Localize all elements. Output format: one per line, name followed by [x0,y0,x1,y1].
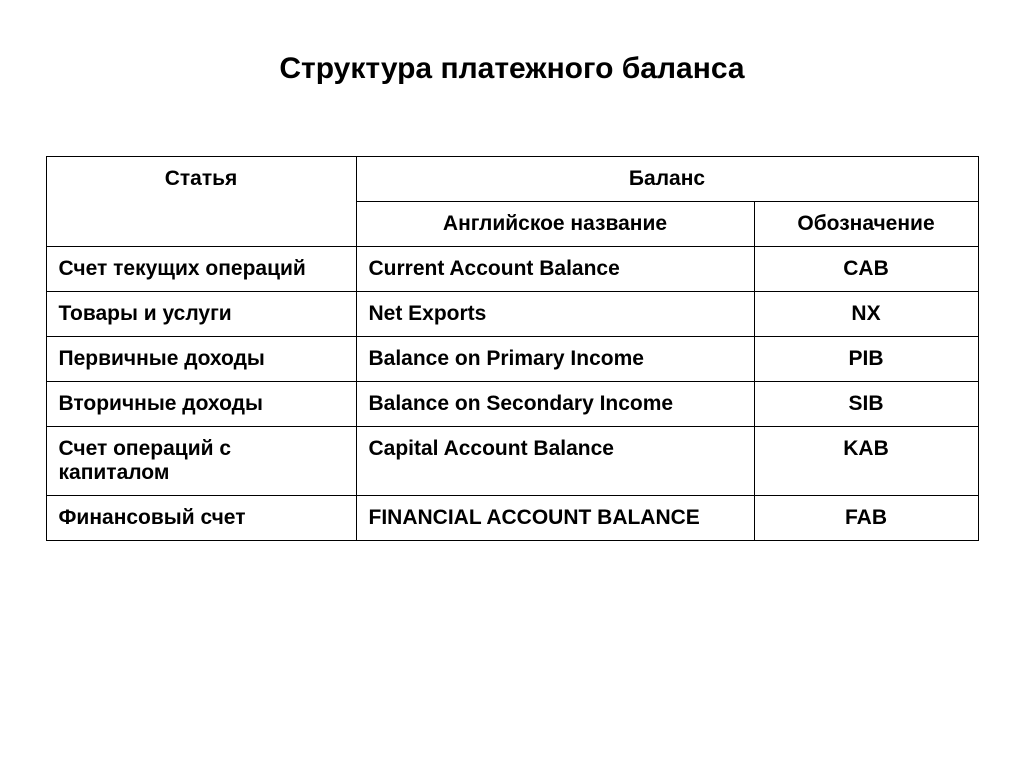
cell-abbr: SIB [754,382,978,427]
cell-article: Первичные доходы [46,337,356,382]
table-row: Первичные доходы Balance on Primary Inco… [46,337,978,382]
cell-article: Счет текущих операций [46,247,356,292]
cell-abbr: NX [754,292,978,337]
table-row: Счет текущих операций Current Account Ba… [46,247,978,292]
cell-english: FINANCIAL ACCOUNT BALANCE [356,496,754,541]
cell-abbr: CAB [754,247,978,292]
header-row-1: Статья Баланс [46,157,978,202]
header-english: Английское название [356,202,754,247]
table-row: Счет операций с капиталом Capital Accoun… [46,427,978,496]
cell-english: Balance on Secondary Income [356,382,754,427]
cell-abbr: FAB [754,496,978,541]
cell-abbr: PIB [754,337,978,382]
cell-article: Счет операций с капиталом [46,427,356,496]
header-article: Статья [46,157,356,247]
page: Структура платежного баланса Статья Бала… [0,0,1024,767]
cell-article: Финансовый счет [46,496,356,541]
balance-table: Статья Баланс Английское название Обозна… [46,156,979,541]
table-head: Статья Баланс Английское название Обозна… [46,157,978,247]
table-body: Счет текущих операций Current Account Ba… [46,247,978,541]
page-title: Структура платежного баланса [0,52,1024,86]
table-row: Финансовый счет FINANCIAL ACCOUNT BALANC… [46,496,978,541]
cell-article: Вторичные доходы [46,382,356,427]
cell-english: Net Exports [356,292,754,337]
cell-english: Current Account Balance [356,247,754,292]
table-row: Вторичные доходы Balance on Secondary In… [46,382,978,427]
cell-english: Capital Account Balance [356,427,754,496]
cell-article: Товары и услуги [46,292,356,337]
header-abbr: Обозначение [754,202,978,247]
cell-abbr: KAB [754,427,978,496]
cell-english: Balance on Primary Income [356,337,754,382]
table-row: Товары и услуги Net Exports NX [46,292,978,337]
header-balance-group: Баланс [356,157,978,202]
